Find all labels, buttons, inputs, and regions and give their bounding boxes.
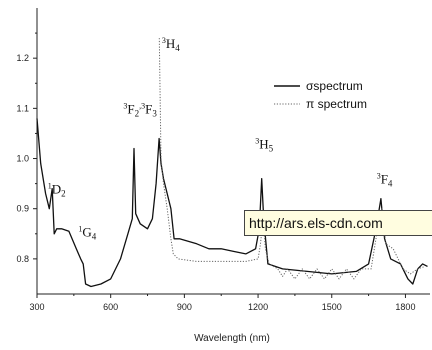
x-tick-label: 600	[103, 302, 118, 312]
peak-label-1G4: 1G4	[78, 224, 96, 241]
y-tick-label: 1.2	[16, 53, 29, 63]
y-tick-label: 1.0	[16, 154, 29, 164]
x-tick-label: 1800	[395, 302, 415, 312]
peak-label-3F4: 3F4	[377, 172, 393, 189]
axes-layer: 300 600 900 1200 1500 1800 0.8 0.9 1.0 1.1 1.2	[16, 8, 430, 312]
y-tick-label: 0.8	[16, 254, 29, 264]
y-tick-label: 0.9	[16, 204, 29, 214]
peak-label-3H4: 3H4	[162, 36, 180, 53]
pi-spectrum-line	[158, 38, 426, 280]
url-tooltip: http://ars.els-cdn.com	[244, 210, 432, 236]
y-tick-label: 1.1	[16, 103, 29, 113]
legend: σspectrum π spectrum	[274, 79, 367, 111]
x-tick-label: 1500	[322, 302, 342, 312]
x-tick-label: 1200	[248, 302, 268, 312]
peak-label-1D2: 1D2	[48, 182, 66, 199]
peak-label-3H5: 3H5	[255, 136, 273, 153]
legend-label: σspectrum	[306, 79, 363, 93]
x-tick-label: 900	[177, 302, 192, 312]
series-layer	[36, 38, 428, 288]
x-axis-label: Wavelength (nm)	[194, 333, 270, 344]
legend-label: π spectrum	[306, 97, 367, 111]
peak-label-3F23F3: 3F2,3F3	[123, 101, 157, 118]
x-tick-label: 300	[29, 302, 44, 312]
sigma-spectrum-line	[36, 118, 428, 288]
annotation-layer: 1D2 1G4 3F2,3F3 3H4 3H5 3F4	[48, 36, 393, 241]
